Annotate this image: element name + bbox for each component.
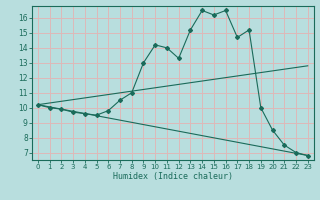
X-axis label: Humidex (Indice chaleur): Humidex (Indice chaleur) bbox=[113, 172, 233, 181]
